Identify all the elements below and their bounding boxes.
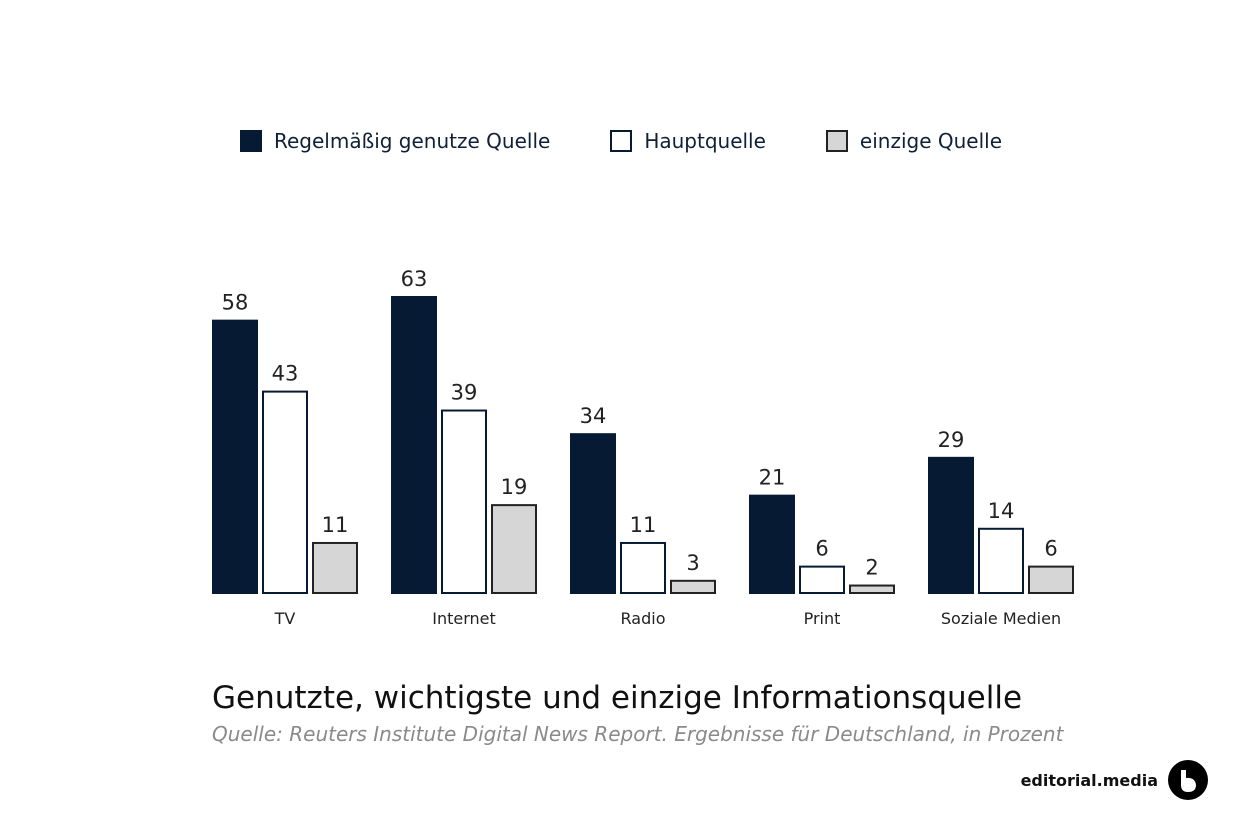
bar-main-4 (978, 527, 1024, 594)
chart-legend: Regelmäßig genutze Quelle Hauptquelle ei… (240, 124, 1062, 158)
legend-item-only: einzige Quelle (825, 129, 1003, 153)
brand-name: editorial.media (1020, 770, 1158, 790)
value-label-main-3: 6 (815, 537, 828, 561)
value-label-regular-4: 29 (938, 428, 965, 452)
value-label-regular-1: 63 (401, 267, 428, 291)
legend-label-regular: Regelmäßig genutze Quelle (274, 129, 551, 153)
legend-swatch-regular (240, 130, 262, 152)
category-label-0: TV (274, 609, 296, 628)
value-label-regular-3: 21 (759, 466, 786, 490)
bar-chart: 58 43 11 TV 63 39 19 Internet 34 11 3 Radio 21 6 2 Prin… (212, 267, 1074, 628)
legend-label-main: Hauptquelle (644, 129, 766, 153)
bar-only-3 (849, 584, 895, 594)
category-label-2: Radio (621, 609, 666, 628)
legend-item-regular: Regelmäßig genutze Quelle (240, 129, 550, 153)
value-label-only-2: 3 (686, 551, 699, 575)
value-label-regular-2: 34 (580, 404, 607, 428)
bar-only-2 (670, 579, 716, 594)
value-label-main-4: 14 (988, 499, 1015, 523)
bar-only-0 (312, 541, 358, 595)
bar-main-1 (441, 409, 487, 594)
value-label-main-1: 39 (451, 381, 478, 405)
bar-regular-2 (570, 433, 616, 594)
value-label-main-2: 11 (630, 513, 657, 537)
category-label-3: Print (804, 609, 841, 628)
value-label-main-0: 43 (272, 362, 299, 386)
category-label-1: Internet (432, 609, 496, 628)
brand: editorial.media (1021, 760, 1208, 800)
value-label-only-4: 6 (1044, 537, 1057, 561)
legend-item-main: Hauptquelle (610, 129, 766, 153)
bar-regular-4 (928, 456, 974, 594)
bar-only-1 (491, 504, 537, 594)
bar-regular-0 (212, 319, 258, 594)
legend-swatch-only (825, 130, 848, 152)
value-label-only-1: 19 (501, 475, 528, 499)
value-label-regular-0: 58 (222, 291, 249, 315)
bar-main-2 (620, 541, 666, 595)
bar-main-0 (262, 390, 308, 594)
category-label-4: Soziale Medien (941, 609, 1061, 628)
editorial-media-logo-icon (1168, 760, 1208, 800)
bar-only-4 (1028, 565, 1074, 594)
bar-regular-1 (391, 296, 437, 594)
value-label-only-0: 11 (322, 513, 349, 537)
value-label-only-3: 2 (865, 556, 878, 580)
chart-title: Genutzte, wichtigste und einzige Informa… (212, 680, 1023, 716)
bar-regular-3 (749, 494, 795, 594)
legend-label-only: einzige Quelle (859, 129, 1003, 153)
bar-main-3 (799, 565, 845, 594)
chart-subtitle: Quelle: Reuters Institute Digital News R… (212, 722, 1064, 746)
legend-swatch-main (610, 130, 633, 152)
